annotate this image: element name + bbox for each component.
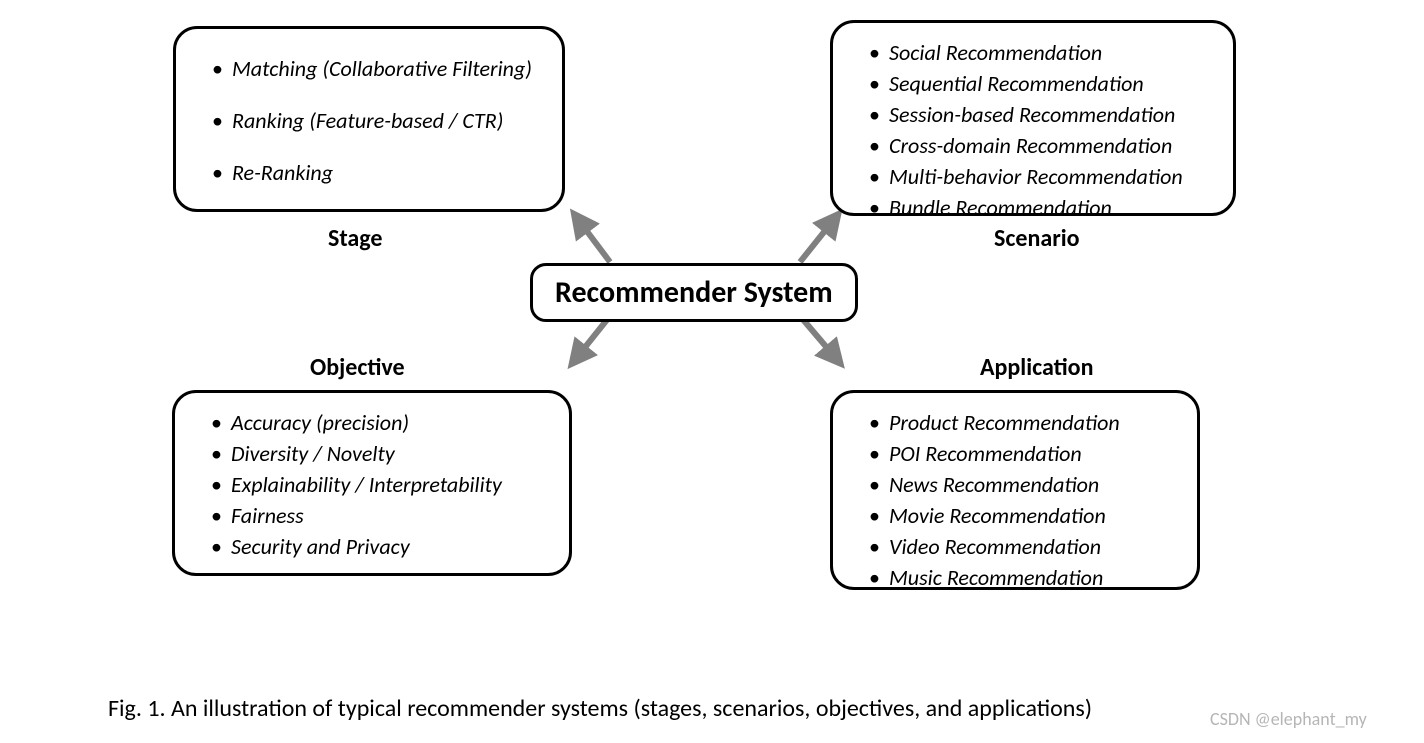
list-item: Product Recommendation [869, 407, 1177, 438]
diagram-canvas: Matching (Collaborative Filtering)Rankin… [0, 0, 1424, 743]
list-item: Bundle Recommendation [869, 192, 1213, 223]
list-item: Video Recommendation [869, 531, 1177, 562]
scenario-list: Social RecommendationSequential Recommen… [869, 37, 1213, 223]
stage-label: Stage [328, 224, 382, 253]
application-list: Product RecommendationPOI Recommendation… [869, 407, 1177, 593]
list-item: Sequential Recommendation [869, 68, 1213, 99]
arrow [578, 316, 610, 356]
list-item: Security and Privacy [211, 531, 549, 562]
list-item: Diversity / Novelty [211, 438, 549, 469]
application-label: Application [980, 353, 1093, 382]
arrow [800, 316, 834, 356]
arrow [800, 222, 832, 262]
list-item: News Recommendation [869, 469, 1177, 500]
list-item: Fairness [211, 500, 549, 531]
list-item: Explainability / Interpretability [211, 469, 549, 500]
center-node: Recommender System [530, 263, 858, 322]
list-item: Music Recommendation [869, 562, 1177, 593]
application-box: Product RecommendationPOI Recommendation… [830, 390, 1200, 590]
arrow [580, 222, 610, 262]
list-item: Cross-domain Recommendation [869, 130, 1213, 161]
list-item: Ranking (Feature-based / CTR) [212, 95, 542, 147]
stage-box: Matching (Collaborative Filtering)Rankin… [173, 26, 565, 212]
list-item: Re-Ranking [212, 147, 542, 199]
list-item: Matching (Collaborative Filtering) [212, 43, 542, 95]
scenario-label: Scenario [994, 224, 1080, 253]
objective-list: Accuracy (precision)Diversity / NoveltyE… [211, 407, 549, 562]
watermark-text: CSDN @elephant_my [1210, 708, 1367, 730]
list-item: Multi-behavior Recommendation [869, 161, 1213, 192]
stage-list: Matching (Collaborative Filtering)Rankin… [212, 43, 542, 199]
figure-caption: Fig. 1. An illustration of typical recom… [108, 694, 1092, 723]
objective-box: Accuracy (precision)Diversity / NoveltyE… [172, 390, 572, 576]
objective-label: Objective [310, 353, 405, 382]
list-item: Accuracy (precision) [211, 407, 549, 438]
list-item: Movie Recommendation [869, 500, 1177, 531]
list-item: POI Recommendation [869, 438, 1177, 469]
list-item: Social Recommendation [869, 37, 1213, 68]
list-item: Session-based Recommendation [869, 99, 1213, 130]
scenario-box: Social RecommendationSequential Recommen… [830, 20, 1236, 216]
